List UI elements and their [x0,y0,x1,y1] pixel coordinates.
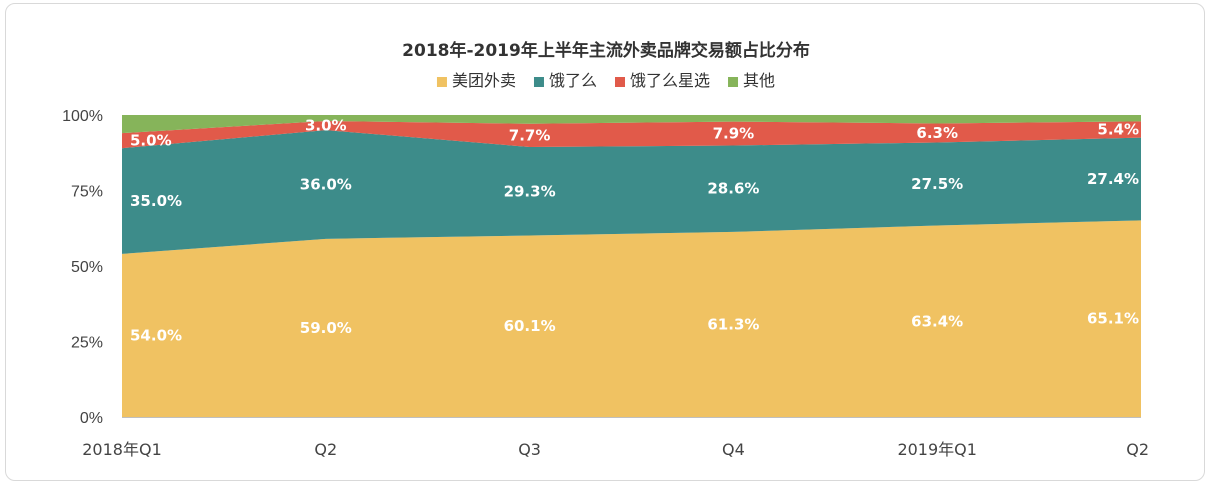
legend-item: 美团外卖 [436,71,516,90]
legend-item: 其他 [728,71,775,90]
x-tick-label: Q4 [722,440,745,459]
data-label: 27.4% [1087,170,1139,188]
data-label: 65.1% [1087,310,1139,328]
data-label: 3.0% [305,117,347,135]
series-areas [122,115,1141,417]
data-label: 36.0% [300,175,352,193]
data-label: 5.0% [130,132,172,150]
data-label: 63.4% [911,312,963,330]
legend-swatch [615,77,625,87]
area-series [122,121,1141,149]
chart-title: 2018年-2019年上半年主流外卖品牌交易额占比分布 [402,40,810,61]
data-label: 54.0% [130,326,182,344]
area-series [122,130,1141,254]
legend-label: 饿了么 [549,71,597,90]
x-tick-label: 2018年Q1 [82,440,162,459]
legend-item: 饿了么星选 [615,71,710,90]
x-tick-label: Q2 [314,440,337,459]
legend-label: 其他 [743,71,775,90]
data-label: 60.1% [504,317,556,335]
area-series [122,220,1141,417]
data-labels: 54.0% 59.0% 60.1% 61.3% 63.4% 65.1% 35.0% 36.0%… [130,117,1139,345]
data-label: 59.0% [300,319,352,337]
data-label: 7.7% [509,126,551,144]
legend-label: 饿了么星选 [630,71,710,90]
y-tick-label: 50% [71,259,103,276]
data-label: 5.4% [1097,120,1139,138]
data-label: 35.0% [130,192,182,210]
y-tick-label: 0% [80,410,103,427]
x-tick-label: 2019年Q1 [897,440,977,459]
data-label: 27.5% [911,175,963,193]
legend-label: 美团外卖 [452,71,516,90]
x-tick-label: Q3 [518,440,541,459]
data-label: 6.3% [916,124,958,142]
data-label: 28.6% [707,180,759,198]
y-tick-label: 100% [62,108,103,125]
legend-item: 饿了么 [533,71,597,90]
y-axis: 0% 25% 50% 75% 100% [62,108,103,427]
y-tick-label: 75% [71,184,103,201]
x-tick-label: Q2 [1126,440,1149,459]
data-label: 7.9% [713,125,755,143]
y-tick-label: 25% [71,335,103,352]
x-axis: 2018年Q1 Q2 Q3 Q4 2019年Q1 Q2 [82,417,1149,459]
data-label: 61.3% [707,315,759,333]
legend-swatch [728,77,739,87]
area-series [122,115,1141,134]
legend-swatch [436,77,447,87]
legend-swatch [533,77,544,87]
data-label: 29.3% [504,182,556,200]
chart-legend: 美团外卖 饿了么 饿了么星选 其他 [436,71,775,90]
